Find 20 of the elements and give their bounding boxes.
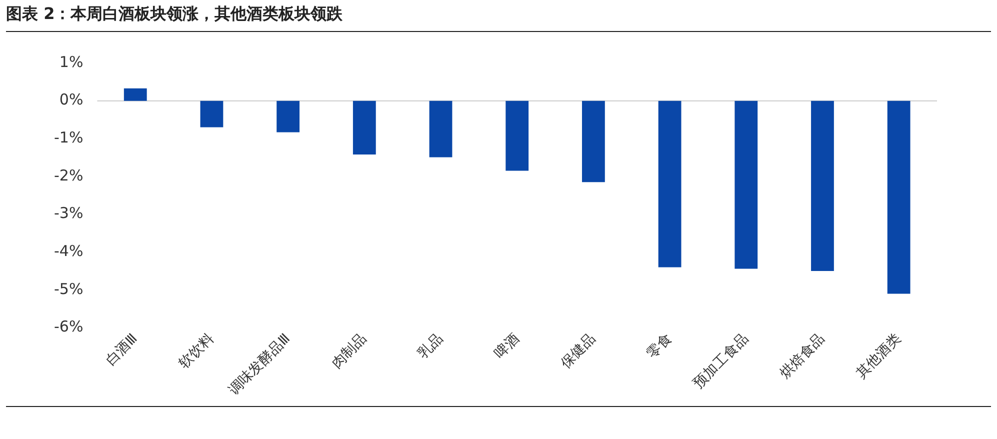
x-tick-label: 调味发酵品Ⅲ bbox=[226, 330, 294, 398]
x-tick-label: 乳品 bbox=[415, 330, 446, 362]
y-tick-label: -1% bbox=[54, 128, 84, 147]
x-tick-label: 啤酒 bbox=[491, 330, 523, 362]
x-tick-label: 保健品 bbox=[558, 330, 599, 372]
y-tick-label: 1% bbox=[59, 52, 84, 71]
y-tick-label: -4% bbox=[54, 242, 84, 260]
y-tick-label: -3% bbox=[54, 204, 84, 222]
x-tick-label: 零食 bbox=[644, 330, 676, 362]
y-tick-label: 0% bbox=[59, 90, 84, 109]
x-tick-label: 烘焙食品 bbox=[776, 330, 828, 382]
chart-title: 图表 2：本周白酒板块领涨，其他酒类板块领跌 bbox=[6, 4, 991, 32]
x-tick-label: 其他酒类 bbox=[853, 330, 904, 382]
x-tick-label: 预加工食品 bbox=[690, 330, 752, 392]
y-tick-label: -6% bbox=[54, 318, 84, 336]
x-tick-label: 软饮料 bbox=[176, 330, 218, 372]
y-tick-label: -2% bbox=[54, 166, 84, 184]
y-tick-label: -5% bbox=[54, 280, 84, 298]
x-tick-label: 白酒Ⅲ bbox=[102, 330, 141, 369]
x-tick-label: 肉制品 bbox=[328, 330, 370, 372]
